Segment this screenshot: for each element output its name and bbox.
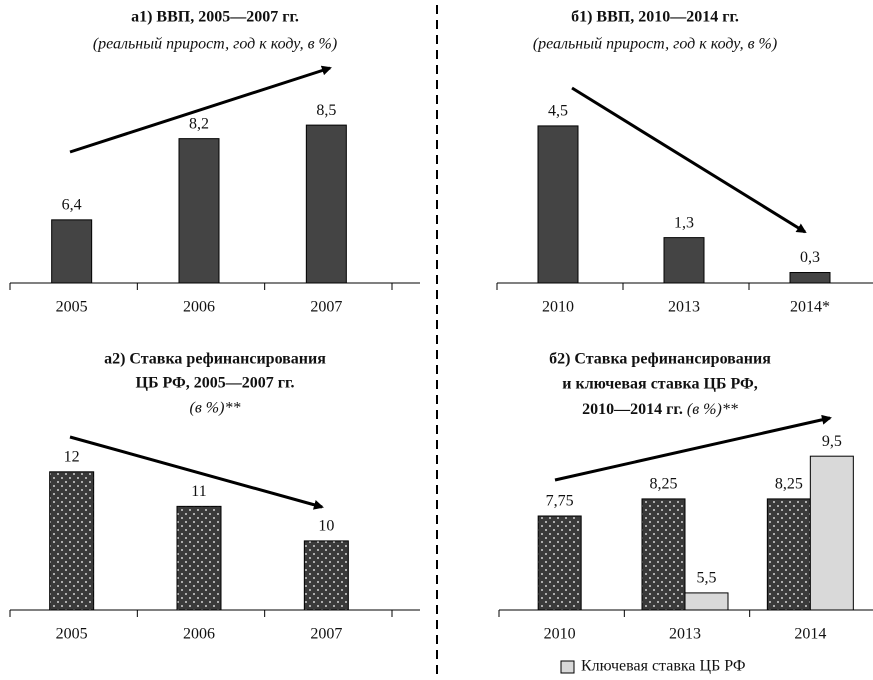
- chart-title: 2010—2014 гг. (в %)**: [582, 401, 738, 418]
- value-label: 9,5: [822, 433, 842, 450]
- bar: [49, 471, 95, 611]
- bar: [684, 592, 729, 611]
- x-tick-label: 2014: [794, 626, 826, 643]
- value-label: 1,3: [674, 214, 694, 231]
- x-tick-label: 2010: [542, 299, 574, 316]
- x-tick-label: 2013: [668, 299, 700, 316]
- bar: [51, 219, 93, 284]
- x-tick-label: 2005: [56, 626, 88, 643]
- x-tick-label: 2007: [310, 299, 342, 316]
- value-label: 6,4: [62, 197, 82, 214]
- value-label: 10: [318, 518, 334, 535]
- legend-swatch: [560, 660, 575, 674]
- bar: [809, 455, 854, 611]
- bar: [305, 124, 347, 284]
- x-tick-label: 2010: [544, 626, 576, 643]
- bar: [176, 505, 222, 611]
- value-label: 4,5: [548, 103, 568, 120]
- chart-subtitle: (в %)**: [687, 401, 738, 418]
- bar: [537, 125, 579, 284]
- bar: [178, 138, 220, 284]
- legend-label: Ключевая ставка ЦБ РФ: [581, 658, 746, 675]
- x-tick-label: 2005: [56, 299, 88, 316]
- trend-arrow: [69, 65, 332, 154]
- chart-subtitle: (реальный прирост, год к коду, в %): [533, 36, 777, 53]
- x-tick-label: 2006: [183, 299, 215, 316]
- value-label: 5,5: [697, 570, 717, 587]
- chart-subtitle: (реальный прирост, год к коду, в %): [93, 36, 337, 53]
- bar: [303, 540, 349, 611]
- x-tick-label: 2014*: [790, 299, 830, 316]
- value-label: 7,75: [546, 493, 574, 510]
- x-tick-label: 2013: [669, 626, 701, 643]
- value-label: 8,25: [775, 476, 803, 493]
- bar: [641, 498, 686, 611]
- chart-title: ЦБ РФ, 2005—2007 гг.: [136, 375, 295, 392]
- trend-arrow: [554, 414, 832, 482]
- chart-title: а1) ВВП, 2005—2007 гг.: [131, 9, 299, 26]
- chart-subtitle: (в %)**: [190, 400, 241, 417]
- value-label: 0,3: [800, 249, 820, 266]
- x-tick-label: 2007: [310, 626, 342, 643]
- trend-arrow: [571, 86, 807, 234]
- value-label: 11: [191, 483, 206, 500]
- value-label: 8,5: [316, 102, 336, 119]
- bar: [663, 237, 705, 284]
- bar: [537, 515, 582, 611]
- bar: [789, 272, 831, 284]
- trend-arrow: [69, 435, 324, 510]
- value-label: 8,25: [650, 476, 678, 493]
- chart-title: б1) ВВП, 2010—2014 гг.: [571, 9, 739, 26]
- value-label: 8,2: [189, 115, 209, 132]
- chart-title: и ключевая ставка ЦБ РФ,: [562, 376, 758, 393]
- value-label: 12: [64, 448, 80, 465]
- bar: [766, 498, 811, 611]
- chart-title: а2) Ставка рефинансирования: [104, 351, 326, 368]
- chart-title-line: 2010—2014 гг.: [582, 401, 683, 418]
- x-tick-label: 2006: [183, 626, 215, 643]
- chart-title: б2) Ставка рефинансирования: [549, 351, 771, 368]
